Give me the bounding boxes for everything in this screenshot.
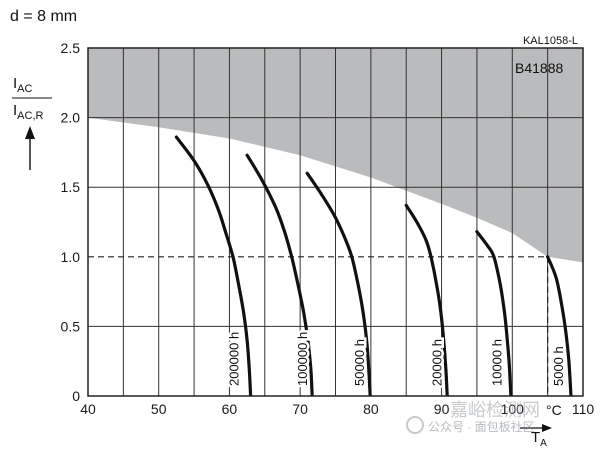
x-tick-label: 80	[363, 401, 379, 417]
x-tick-label: 70	[292, 401, 308, 417]
y-tick-label: 0	[72, 388, 80, 404]
y-tick-label: 2.0	[61, 110, 81, 126]
series-curve-100000-h	[245, 153, 314, 396]
y-label-den-base: I	[13, 102, 17, 119]
plot-frame	[87, 47, 584, 397]
curve-label: 100000 h	[295, 332, 310, 386]
y-tick-label: 2.5	[61, 40, 81, 56]
x-tick-label: 90	[434, 401, 450, 417]
y-axis-label: IAC IAC,R	[12, 75, 52, 170]
watermark-line2: 公众号 · 面包板社区	[428, 419, 535, 434]
curve-label: 20000 h	[430, 339, 445, 386]
x-tick-label: 50	[151, 401, 167, 417]
curve-label: 5000 h	[551, 346, 566, 386]
y-label-num-base: I	[13, 75, 17, 92]
x-tick-label: 40	[80, 401, 96, 417]
x-tick-label: 60	[222, 401, 238, 417]
series-curve-10000-h	[475, 230, 513, 396]
chart-title: d = 8 mm	[10, 8, 77, 25]
grid	[88, 48, 583, 396]
series-curves	[174, 135, 573, 396]
y-axis-arrowhead-icon	[25, 126, 35, 139]
code-box: B41888	[515, 60, 563, 76]
x-label-sub: A	[540, 438, 547, 449]
watermark: 嘉峪检测网 公众号 · 面包板社区	[406, 400, 540, 434]
y-tick-label: 1.0	[61, 249, 81, 265]
x-tick-label: 100	[501, 401, 525, 417]
curve-labels: 200000 h 100000 h 50000 h 20000 h 10000 h 500…	[224, 329, 569, 388]
series-curve-50000-h	[305, 171, 372, 396]
x-axis-unit: °C	[546, 402, 562, 418]
curve-label: 50000 h	[352, 339, 367, 386]
y-tick-labels: 0 0.5 1.0 1.5 2.0 2.5	[61, 40, 81, 404]
y-tick-label: 1.5	[61, 179, 81, 195]
watermark-line1: 嘉峪检测网	[450, 400, 540, 420]
x-axis-label: TA	[520, 424, 552, 449]
x-axis-arrowhead-icon	[542, 424, 552, 432]
svg-text:IAC: IAC	[13, 75, 33, 95]
y-tick-label: 0.5	[61, 318, 81, 334]
watermark-logo-icon	[406, 416, 424, 434]
x-tick-labels: 40 50 60 70 80 90 100 110	[80, 401, 594, 417]
x-tick-label: 110	[572, 401, 595, 417]
svg-text:TA: TA	[531, 429, 547, 449]
series-curve-20000-h	[404, 203, 449, 396]
y-label-den-sub: AC,R	[17, 110, 43, 122]
curve-label: 200000 h	[227, 332, 242, 386]
code-top-right: KAL1058-L	[523, 35, 578, 47]
series-curve-200000-h	[174, 135, 253, 396]
x-label-base: T	[531, 429, 540, 446]
curve-label: 10000 h	[490, 339, 505, 386]
svg-text:IAC,R: IAC,R	[13, 102, 44, 122]
series-curve-5000-h	[546, 255, 573, 396]
y-label-num-sub: AC	[17, 83, 32, 95]
